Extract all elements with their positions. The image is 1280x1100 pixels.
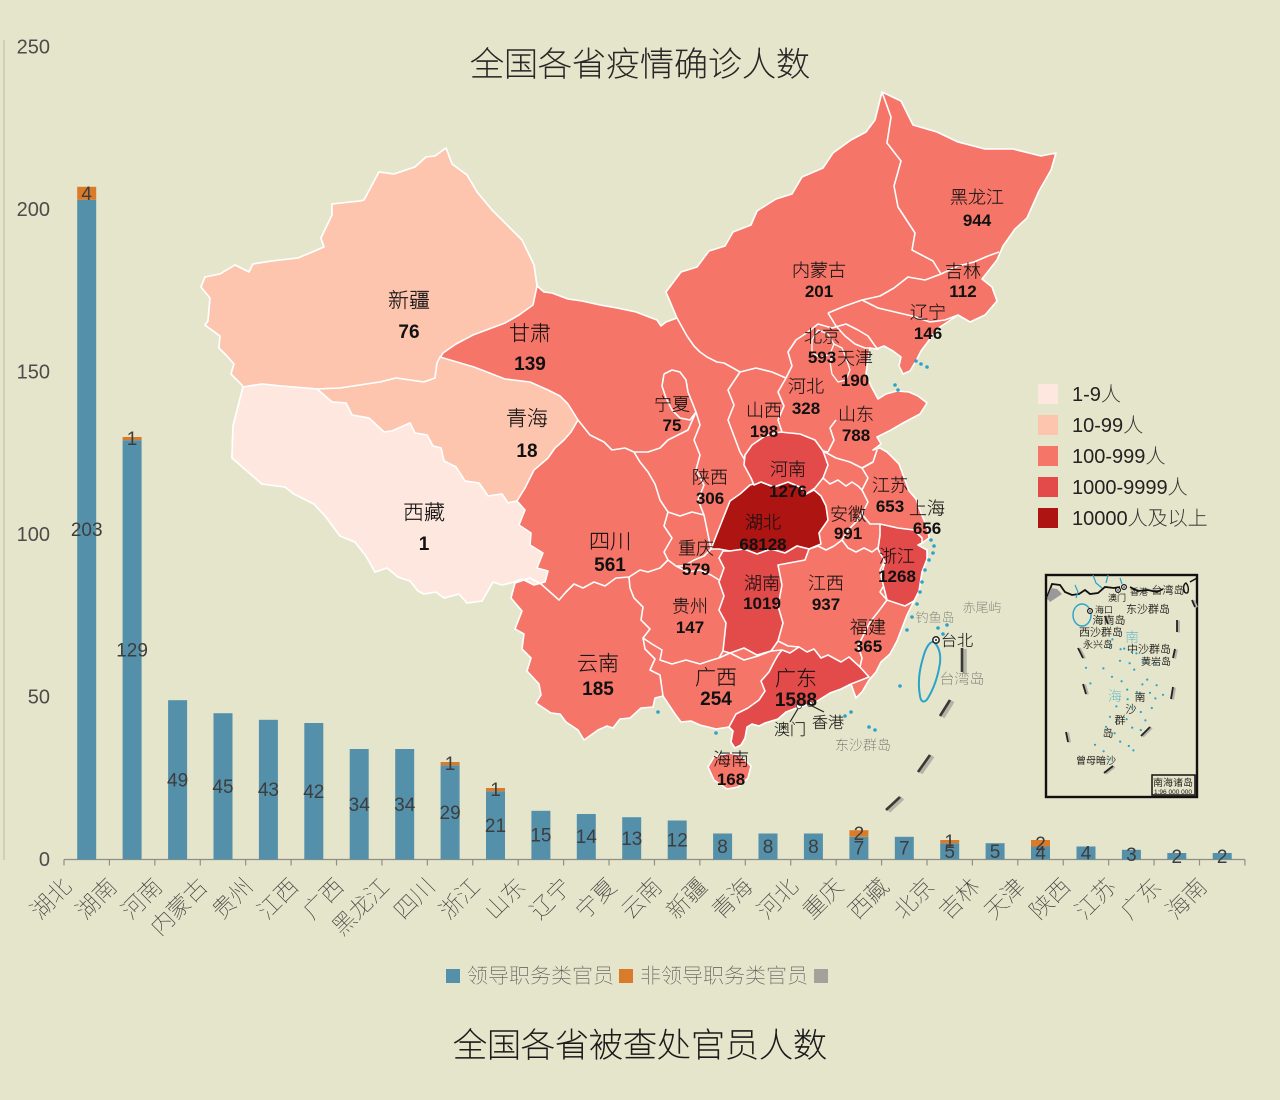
svg-text:76: 76 xyxy=(398,322,419,343)
svg-text:2: 2 xyxy=(854,824,865,845)
svg-text:1: 1 xyxy=(944,832,955,853)
svg-text:4: 4 xyxy=(81,184,92,205)
svg-text:146: 146 xyxy=(914,324,942,343)
svg-text:139: 139 xyxy=(514,354,546,375)
svg-text:10-99: 10-99 xyxy=(1072,415,1123,437)
svg-text:43: 43 xyxy=(258,780,279,801)
svg-text:937: 937 xyxy=(812,595,840,614)
svg-text:190: 190 xyxy=(841,371,869,390)
svg-text:200: 200 xyxy=(17,199,50,221)
svg-text:198: 198 xyxy=(750,422,778,441)
svg-text:150: 150 xyxy=(17,361,50,383)
svg-text:13: 13 xyxy=(621,829,642,850)
svg-text:45: 45 xyxy=(212,777,233,798)
svg-text:100: 100 xyxy=(17,524,50,546)
svg-text:12: 12 xyxy=(667,831,688,852)
svg-text:1019: 1019 xyxy=(743,594,781,613)
svg-text:365: 365 xyxy=(854,637,882,656)
svg-text:18: 18 xyxy=(516,441,537,462)
svg-text:7: 7 xyxy=(899,839,910,860)
svg-text:2: 2 xyxy=(1217,847,1228,868)
svg-text:1000-9999: 1000-9999 xyxy=(1072,477,1168,499)
svg-text:653: 653 xyxy=(876,497,904,516)
svg-text:34: 34 xyxy=(349,795,371,816)
svg-text:129: 129 xyxy=(116,640,148,661)
svg-text:8: 8 xyxy=(763,837,774,858)
svg-text:250: 250 xyxy=(17,36,50,58)
svg-text:21: 21 xyxy=(485,816,506,837)
svg-text:112: 112 xyxy=(949,282,976,301)
svg-text:788: 788 xyxy=(842,426,870,445)
svg-text:4: 4 xyxy=(1081,844,1092,865)
svg-text:991: 991 xyxy=(834,524,862,543)
svg-text:201: 201 xyxy=(805,282,833,301)
svg-text:0: 0 xyxy=(39,849,50,871)
svg-text:1: 1 xyxy=(419,534,430,555)
svg-text:1: 1 xyxy=(127,429,138,450)
svg-text:5: 5 xyxy=(944,842,955,863)
svg-text:14: 14 xyxy=(576,827,598,848)
svg-text:5: 5 xyxy=(990,842,1001,863)
svg-text:593: 593 xyxy=(808,348,836,367)
svg-text:29: 29 xyxy=(440,803,461,824)
svg-text:1: 1 xyxy=(445,754,456,775)
svg-text:10000: 10000 xyxy=(1072,508,1128,530)
svg-text:1: 1 xyxy=(490,780,501,801)
svg-text:168: 168 xyxy=(717,770,745,789)
svg-text:1-9: 1-9 xyxy=(1072,384,1101,406)
svg-text:203: 203 xyxy=(71,520,103,541)
svg-text:306: 306 xyxy=(696,489,724,508)
svg-text:8: 8 xyxy=(808,837,819,858)
svg-text:656: 656 xyxy=(913,519,941,538)
svg-text:1588: 1588 xyxy=(775,690,817,711)
svg-text:1276: 1276 xyxy=(769,482,807,501)
svg-text:2: 2 xyxy=(1035,834,1046,855)
svg-text:7: 7 xyxy=(854,839,865,860)
svg-text:42: 42 xyxy=(303,782,324,803)
svg-text:8: 8 xyxy=(717,837,728,858)
svg-text:1:96 000 000: 1:96 000 000 xyxy=(1154,789,1192,796)
svg-text:68128: 68128 xyxy=(739,535,786,554)
svg-text:147: 147 xyxy=(676,618,704,637)
svg-text:49: 49 xyxy=(167,770,188,791)
svg-text:944: 944 xyxy=(963,211,992,230)
svg-text:579: 579 xyxy=(682,560,710,579)
svg-text:50: 50 xyxy=(28,686,50,708)
svg-text:3: 3 xyxy=(1126,845,1137,866)
svg-text:15: 15 xyxy=(530,826,551,847)
svg-text:75: 75 xyxy=(663,416,682,435)
svg-text:561: 561 xyxy=(594,555,626,576)
svg-text:185: 185 xyxy=(582,679,614,700)
svg-text:34: 34 xyxy=(394,795,416,816)
svg-text:1268: 1268 xyxy=(878,567,916,586)
svg-text:2: 2 xyxy=(1172,847,1183,868)
svg-text:100-999: 100-999 xyxy=(1072,446,1145,468)
svg-text:254: 254 xyxy=(700,689,732,710)
svg-text:328: 328 xyxy=(792,399,820,418)
svg-text:4: 4 xyxy=(1035,844,1046,865)
